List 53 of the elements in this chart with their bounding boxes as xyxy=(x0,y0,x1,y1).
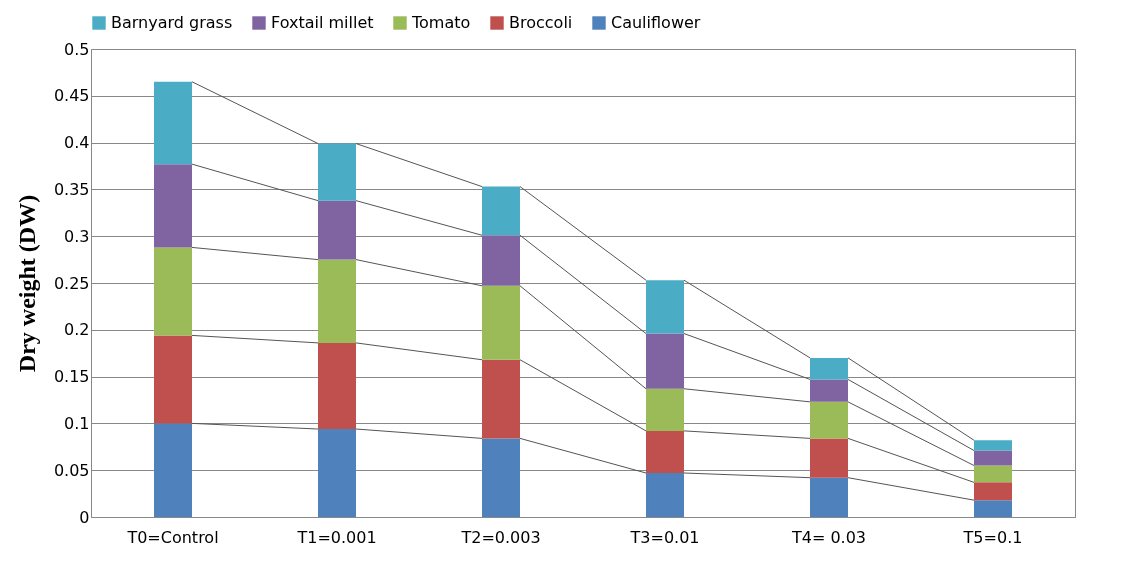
y-tick-label: 0.2 xyxy=(64,320,90,340)
x-tick-label: T0=Control xyxy=(126,527,219,547)
bar xyxy=(318,429,356,517)
legend-label: Cauliflower xyxy=(611,13,701,32)
bar xyxy=(318,259,356,343)
x-tick-label: T3=0.01 xyxy=(629,527,700,547)
bar xyxy=(646,333,684,389)
bar xyxy=(974,465,1012,483)
y-tick-label: 0.45 xyxy=(53,86,90,106)
y-axis-title: Dry weight (DW) xyxy=(13,194,40,373)
y-tick-label: 0 xyxy=(79,507,90,527)
bar xyxy=(646,473,684,517)
x-tick-label: T2=0.003 xyxy=(460,527,541,547)
bar xyxy=(318,143,356,201)
bar xyxy=(810,438,848,478)
bar xyxy=(154,81,192,165)
bar xyxy=(646,388,684,431)
legend-label: Foxtail millet xyxy=(271,13,374,32)
bar xyxy=(974,440,1012,451)
bar xyxy=(482,186,520,236)
bar xyxy=(154,164,192,248)
x-tick-label: T4= 0.03 xyxy=(790,527,867,547)
bar xyxy=(646,430,684,474)
legend-label: Tomato xyxy=(411,13,471,32)
bar xyxy=(482,359,520,439)
bar xyxy=(154,247,192,336)
y-tick-label: 0.4 xyxy=(64,133,90,153)
bar xyxy=(810,477,848,517)
bar xyxy=(646,280,684,334)
bar xyxy=(482,235,520,286)
bar xyxy=(974,482,1012,501)
legend-label: Broccoli xyxy=(509,13,573,32)
y-tick-label: 0.15 xyxy=(53,367,90,387)
y-tick-label: 0.5 xyxy=(64,39,90,59)
x-tick-label: T1=0.001 xyxy=(296,527,377,547)
bar xyxy=(318,342,356,430)
bar xyxy=(482,438,520,517)
legend-label: Barnyard grass xyxy=(111,13,233,32)
bar xyxy=(154,423,192,517)
bar xyxy=(482,285,520,360)
y-tick-label: 0.35 xyxy=(53,179,90,199)
x-tick-label: T5=0.1 xyxy=(962,527,1023,547)
y-tick-label: 0.05 xyxy=(53,460,90,480)
bar xyxy=(810,401,848,439)
bar xyxy=(318,200,356,260)
y-tick-label: 0.25 xyxy=(53,273,90,293)
y-tick-label: 0.3 xyxy=(64,226,90,246)
y-tick-label: 0.1 xyxy=(64,413,90,433)
bar xyxy=(974,500,1012,517)
bar xyxy=(154,335,192,424)
bar xyxy=(974,450,1012,466)
bar xyxy=(810,379,848,402)
bar xyxy=(810,357,848,380)
